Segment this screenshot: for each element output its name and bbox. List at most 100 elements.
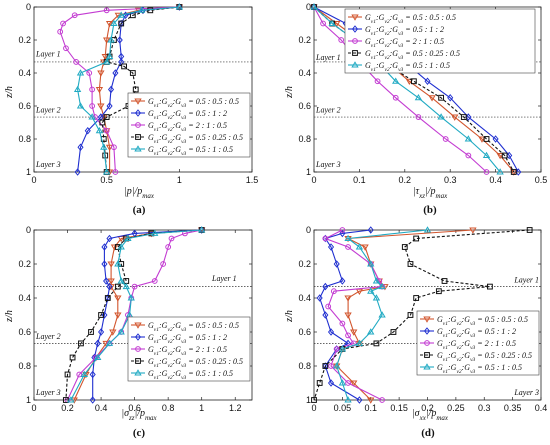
series-line bbox=[313, 229, 530, 401]
data-point bbox=[95, 126, 104, 134]
data-point bbox=[322, 363, 329, 369]
data-point bbox=[110, 19, 118, 26]
data-point bbox=[483, 169, 490, 175]
data-point bbox=[333, 346, 340, 352]
x-tick-label: 0.4 bbox=[535, 403, 548, 413]
data-point bbox=[469, 227, 477, 234]
data-point bbox=[487, 283, 493, 290]
data-point bbox=[76, 69, 85, 76]
layer-label-3: Layer 3 bbox=[35, 160, 61, 169]
data-point bbox=[102, 37, 111, 44]
data-point bbox=[515, 168, 522, 176]
y-axis-label: z/h bbox=[4, 310, 15, 323]
data-point bbox=[105, 21, 114, 28]
data-point bbox=[64, 371, 71, 378]
data-point bbox=[103, 114, 110, 120]
data-point bbox=[103, 127, 110, 134]
data-point bbox=[74, 168, 81, 176]
legend-box bbox=[127, 92, 251, 158]
legend-entry-s2: Gv1:Gv2:Gv3 = 0.5 : 1 : 2 bbox=[148, 109, 227, 121]
x-tick-label: 0 bbox=[311, 403, 316, 413]
y-tick-label: 0.8 bbox=[298, 361, 311, 371]
data-point bbox=[316, 380, 323, 386]
x-tick-label: 0.5 bbox=[100, 175, 113, 185]
data-point bbox=[76, 371, 83, 378]
y-tick-label: 0.4 bbox=[18, 293, 31, 303]
data-point bbox=[344, 295, 352, 302]
x-tick-label: 0.4 bbox=[489, 175, 502, 185]
x-tick-label: 0.2 bbox=[61, 403, 74, 413]
data-point bbox=[465, 152, 472, 159]
data-point bbox=[325, 303, 332, 310]
data-point bbox=[356, 396, 363, 404]
y-tick-label: 0 bbox=[26, 2, 31, 12]
data-point bbox=[111, 144, 117, 151]
y-tick-label: 0.4 bbox=[298, 293, 311, 303]
legend: Gv1:Gv2:Gv3 = 0.5 : 0.5 : 0.5Gv1:Gv2:Gv3… bbox=[127, 92, 251, 158]
data-point bbox=[390, 329, 397, 335]
data-point bbox=[106, 234, 113, 243]
data-point bbox=[345, 244, 351, 250]
data-point bbox=[106, 102, 113, 110]
data-point bbox=[442, 136, 449, 142]
data-point bbox=[132, 86, 139, 93]
y-tick-label: 0.4 bbox=[18, 68, 31, 78]
data-point bbox=[344, 396, 352, 403]
legend-swatch-marker bbox=[424, 352, 430, 358]
legend-entry-s1: Gv1:Gv2:Gv3 = 0.5 : 0.5 : 0.5 bbox=[148, 97, 239, 109]
data-point bbox=[107, 278, 115, 285]
data-point bbox=[88, 113, 96, 120]
layer-label-1: Layer 1 bbox=[315, 53, 341, 62]
data-point bbox=[114, 283, 121, 290]
legend-entry-s5: Gv1:Gv2:Gv3 = 0.5 : 1 : 0.5 bbox=[365, 61, 450, 73]
y-tick-label: 1 bbox=[26, 167, 31, 177]
data-point bbox=[345, 332, 351, 339]
legend: Gv1:Gv2:Gv3 = 0.5 : 0.5 : 0.5Gv1:Gv2:Gv3… bbox=[127, 316, 251, 382]
data-point bbox=[112, 69, 119, 77]
data-point bbox=[175, 3, 184, 10]
data-point bbox=[89, 103, 96, 109]
x-axis-label: |τxz|/pmax bbox=[413, 186, 448, 200]
data-point bbox=[344, 234, 352, 241]
panel-label: (a) bbox=[133, 204, 146, 216]
data-point bbox=[338, 37, 345, 43]
data-point bbox=[350, 380, 358, 387]
data-point bbox=[160, 261, 167, 267]
data-point bbox=[102, 168, 111, 175]
data-point bbox=[333, 21, 341, 28]
data-point bbox=[101, 54, 109, 61]
series-s5 bbox=[310, 3, 504, 175]
data-point bbox=[415, 114, 422, 120]
data-point bbox=[367, 287, 375, 294]
data-point bbox=[131, 283, 138, 290]
data-point bbox=[105, 339, 114, 346]
data-point bbox=[438, 94, 445, 101]
data-point bbox=[496, 153, 504, 160]
chart-panel-b: Layer 1 Layer 2 Layer 3 0 0.1 0.2 0.3 0.4 0.5 0 0.… bbox=[284, 2, 547, 200]
data-point bbox=[460, 114, 467, 120]
data-point bbox=[106, 282, 113, 291]
y-tick-label: 0 bbox=[306, 225, 311, 235]
y-tick-label: 0.6 bbox=[298, 327, 311, 337]
legend-swatch-marker bbox=[351, 61, 359, 68]
data-point bbox=[63, 45, 69, 52]
data-point bbox=[121, 63, 128, 70]
y-tick-label: 0.8 bbox=[18, 134, 31, 144]
data-point bbox=[73, 59, 80, 65]
data-point bbox=[405, 78, 414, 86]
data-point bbox=[116, 36, 123, 44]
data-point bbox=[114, 312, 122, 319]
data-point bbox=[401, 244, 408, 250]
series-line bbox=[77, 6, 180, 173]
chart-panel-c: Layer 1 Layer 2 Layer 3 0 0.2 0.4 0.6 0.8 1 1.2 0 0… bbox=[4, 225, 253, 422]
x-tick-label: 0.15 bbox=[390, 403, 408, 413]
data-point bbox=[78, 340, 84, 347]
data-point bbox=[333, 260, 340, 268]
legend: Gv1:Gv2:Gv3 = 0.5 : 0.5 : 0.5Gv1:Gv2:Gv3… bbox=[416, 310, 540, 376]
data-point bbox=[333, 362, 341, 369]
data-point bbox=[339, 277, 346, 285]
data-point bbox=[413, 235, 420, 242]
data-point bbox=[98, 312, 104, 318]
data-point bbox=[168, 235, 175, 242]
data-point bbox=[492, 135, 499, 143]
